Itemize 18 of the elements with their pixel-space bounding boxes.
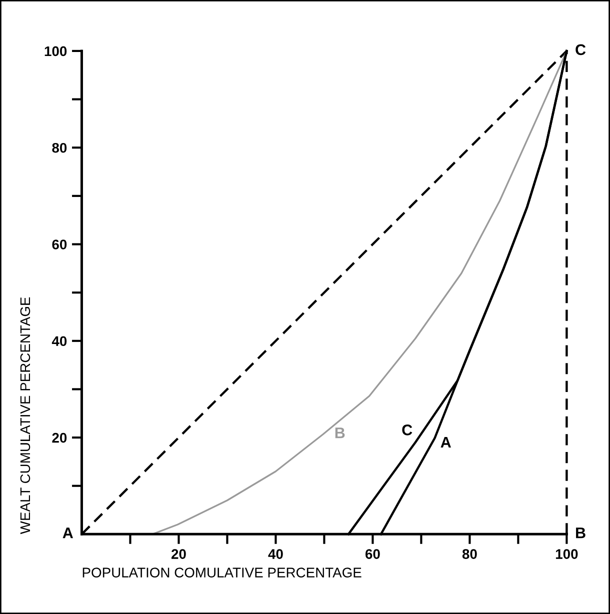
y-tick-label: 20 [52,432,67,443]
y-tick-label: 100 [44,46,67,56]
x-tick-label: 20 [171,549,186,559]
x-tick-label: 100 [556,549,578,559]
y-axis-title: WEALT CUMULATIVE PERCENTAGE [20,297,30,534]
annotation: C [576,44,586,56]
y-tick-label: 60 [52,240,67,250]
y-tick-label: 40 [52,336,67,346]
x-tick-label: 40 [268,549,283,559]
x-tick-label: 60 [365,549,380,559]
annotation: B [576,528,586,538]
annotation: A [440,437,451,448]
annotation: C [402,424,412,436]
annotation: A [62,528,74,538]
y-tick-label: 80 [52,142,67,153]
x-axis-title: POPULATION COMULATIVE PERCENTAGE [82,568,362,578]
x-tick-label: 80 [462,549,477,559]
annotation: B [335,428,345,438]
